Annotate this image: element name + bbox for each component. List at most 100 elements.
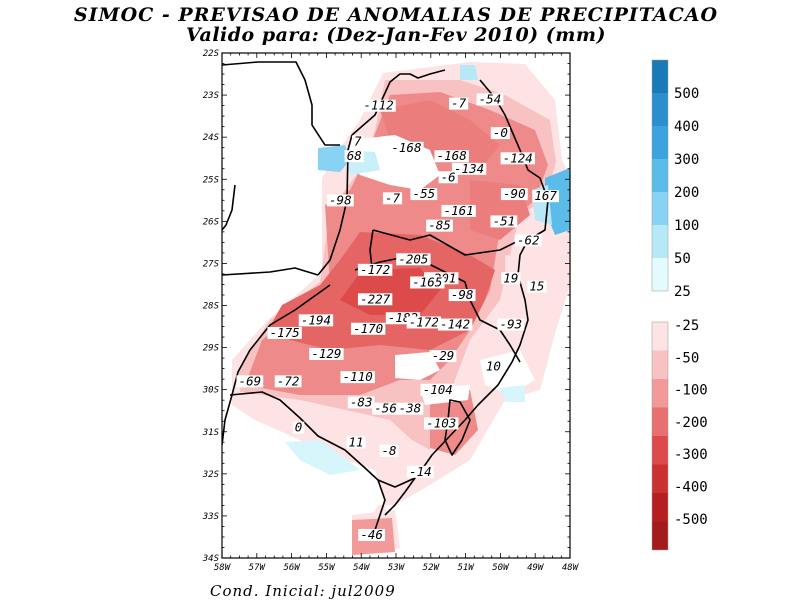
colorbar-label: -25 bbox=[674, 318, 699, 334]
border-uruguay-east bbox=[374, 479, 386, 531]
initial-condition-note: Cond. Inicial: jul2009 bbox=[210, 582, 396, 600]
contour-label: -134 bbox=[454, 161, 484, 176]
contour-label-bg bbox=[406, 316, 442, 329]
lon-tick-label: 56W bbox=[283, 563, 301, 573]
contour-label: -38 bbox=[399, 401, 422, 416]
contour-label-bg bbox=[500, 188, 528, 201]
lat-tick-label: 22S bbox=[203, 49, 220, 59]
contour-label-bg bbox=[476, 93, 504, 106]
contour-label-bg bbox=[350, 322, 386, 335]
contour-label-bg bbox=[490, 215, 518, 228]
contour-label: -124 bbox=[503, 150, 533, 165]
shade-core-negative-north bbox=[380, 100, 500, 170]
colorbar-label: 200 bbox=[674, 185, 699, 201]
colorbar-label: 400 bbox=[674, 119, 699, 135]
colorbar-swatch bbox=[652, 322, 668, 351]
axis-ticks bbox=[221, 52, 571, 559]
contour-label: -194 bbox=[301, 312, 331, 327]
contour-label: -98 bbox=[451, 287, 474, 302]
lon-tick-label: 53W bbox=[388, 563, 406, 573]
colorbar-frame bbox=[651, 321, 669, 551]
contour-label: -29 bbox=[432, 348, 455, 363]
contour-label: -62 bbox=[517, 232, 540, 247]
contour-label: -6 bbox=[441, 169, 456, 184]
contour-label-bg bbox=[358, 528, 386, 541]
colorbar-swatch bbox=[652, 126, 668, 159]
colorbar-label: -200 bbox=[674, 415, 708, 431]
colorbar-label: -100 bbox=[674, 383, 708, 399]
contour-label-bg bbox=[420, 383, 455, 396]
contour-label: -161 bbox=[444, 203, 474, 218]
contour-label: -168 bbox=[437, 148, 467, 163]
contour-label-bg bbox=[298, 314, 334, 327]
border-paraguay-east bbox=[222, 184, 236, 231]
contour-label: -7 bbox=[451, 96, 467, 111]
colorbar-swatch bbox=[652, 379, 668, 408]
colorbar-swatch bbox=[652, 436, 668, 465]
colorbar-label: 25 bbox=[674, 284, 691, 300]
contour-label: -98 bbox=[329, 192, 352, 207]
shade-neutral-south bbox=[395, 352, 440, 380]
border-west-parana bbox=[317, 134, 353, 276]
contour-label: -104 bbox=[423, 382, 453, 397]
lon-tick-label: 55W bbox=[318, 563, 336, 573]
contour-label: 11 bbox=[348, 434, 363, 449]
lon-tick-label: 57W bbox=[249, 563, 267, 573]
contour-label: -51 bbox=[493, 213, 516, 228]
colorbar-label: 50 bbox=[674, 251, 691, 267]
contour-label-bg bbox=[410, 188, 438, 201]
colorbar-swatch bbox=[652, 225, 668, 258]
colorbar-swatch bbox=[652, 464, 668, 493]
lat-tick-label: 26S bbox=[203, 217, 220, 227]
contour-label-bg bbox=[361, 99, 396, 112]
contour-label-bg bbox=[351, 135, 364, 148]
anomaly-shading bbox=[232, 62, 570, 556]
contour-label: 167 bbox=[534, 188, 557, 203]
contour-label: -14 bbox=[409, 464, 432, 479]
contour-label: -110 bbox=[343, 369, 373, 384]
latitude-labels: 22S 23S 24S 25S 26S 27S 28S 29S 30S 31S 32S 33S 34S bbox=[202, 49, 220, 564]
colorbar-swatch bbox=[652, 493, 668, 522]
border-argentina-misiones bbox=[222, 267, 319, 276]
contour-label-bg bbox=[236, 375, 264, 388]
contour-label: -46 bbox=[360, 527, 383, 542]
contour-label-bg bbox=[357, 293, 393, 306]
contour-label: -165 bbox=[412, 274, 442, 289]
lat-tick-label: 32S bbox=[202, 470, 220, 480]
contour-label: -0 bbox=[493, 125, 508, 140]
lat-tick-label: 28S bbox=[203, 302, 220, 312]
contour-label: -7 bbox=[385, 190, 401, 205]
contour-label: -227 bbox=[360, 291, 391, 306]
contour-label: 7 bbox=[354, 133, 362, 148]
lat-tick-label: 27S bbox=[203, 259, 220, 269]
colorbar-label: -50 bbox=[674, 350, 699, 366]
map-title: SIMOC - PREVISAO DE ANOMALIAS DE PRECIPI… bbox=[73, 4, 719, 26]
contour-label: -112 bbox=[364, 98, 394, 113]
lon-tick-label: 52W bbox=[423, 563, 441, 573]
contour-label: -55 bbox=[413, 186, 436, 201]
colorbar-swatch bbox=[652, 521, 668, 550]
contour-label-bg bbox=[527, 280, 547, 293]
colorbar-label: 100 bbox=[674, 218, 699, 234]
colorbar-swatch bbox=[652, 350, 668, 379]
lat-tick-label: 30S bbox=[202, 386, 220, 396]
contour-label: -205 bbox=[398, 251, 428, 266]
contour-label: -8 bbox=[382, 443, 397, 458]
shade-positive-north bbox=[460, 65, 478, 80]
contour-label: -168 bbox=[391, 140, 421, 155]
contour-label-bg bbox=[382, 192, 403, 205]
contour-label-bg bbox=[357, 263, 393, 276]
contour-label: -72 bbox=[277, 373, 300, 388]
colorbar-swatch bbox=[652, 258, 668, 291]
border-sc-north bbox=[372, 229, 521, 256]
contour-label: -129 bbox=[311, 346, 341, 361]
contour-label: 10 bbox=[486, 359, 501, 374]
contour-label: -85 bbox=[428, 218, 451, 233]
contour-label-bg bbox=[434, 150, 469, 163]
lon-tick-label: 48W bbox=[562, 563, 580, 573]
shade-neutral-east bbox=[505, 255, 545, 310]
contour-label-bg bbox=[347, 396, 375, 409]
contour-label-bg bbox=[449, 97, 469, 110]
contour-label-bg bbox=[346, 436, 366, 449]
lat-tick-label: 25S bbox=[203, 175, 220, 185]
